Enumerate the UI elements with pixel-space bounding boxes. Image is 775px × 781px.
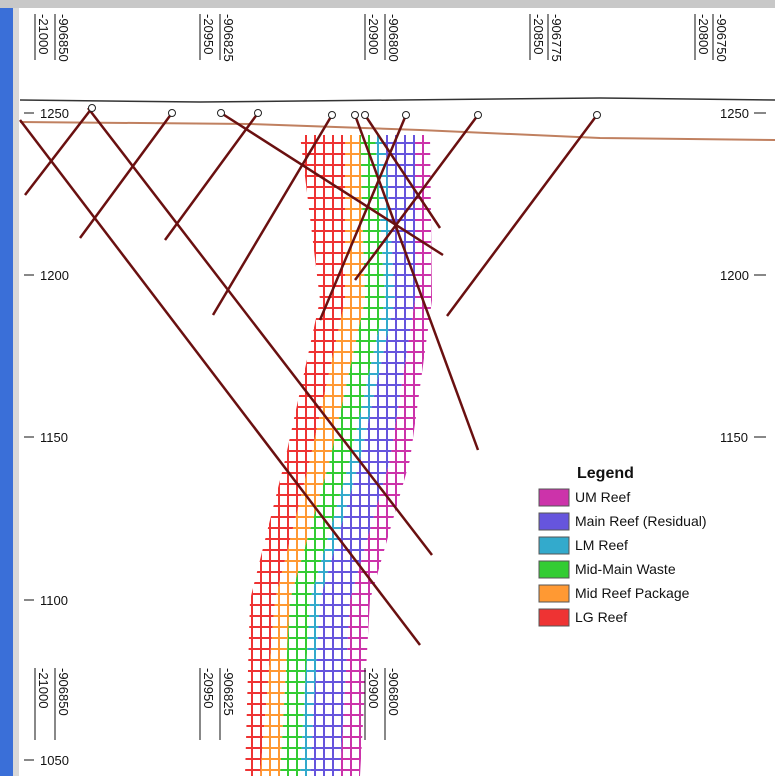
top-axis-label: -20850 (531, 14, 546, 54)
collar (328, 111, 336, 119)
collar (474, 111, 482, 119)
legend-label: LG Reef (575, 609, 627, 625)
top-axis-label: -906800 (386, 14, 401, 62)
legend-swatch (538, 560, 570, 579)
drill-hole (353, 114, 480, 281)
top-axis-label: -906850 (56, 14, 71, 62)
top-axis-label: -20950 (201, 14, 216, 54)
drill-hole (220, 111, 444, 257)
drill-hole (211, 114, 334, 316)
legend-swatch (538, 536, 570, 555)
drill-hole (318, 114, 408, 321)
drill-hole (19, 119, 421, 646)
bottom-axis-label: -21000 (36, 668, 51, 708)
left-axis-label: 1100 (40, 593, 68, 608)
top-axis-label: -906775 (549, 14, 564, 62)
left-axis-label: 1200 (40, 268, 69, 283)
top-axis-label: -906750 (714, 14, 729, 62)
topography (19, 97, 775, 103)
collar (217, 109, 225, 117)
legend-label: Mid Reef Package (575, 585, 690, 601)
top-axis-label: -20800 (696, 14, 711, 54)
bottom-axis-label: -906800 (386, 668, 401, 716)
surface (19, 121, 775, 141)
lg-reef (245, 135, 345, 776)
um-reef (340, 135, 432, 776)
drill-hole (353, 114, 480, 451)
mid-reef (260, 135, 365, 776)
bottom-axis-label: -906825 (221, 668, 236, 716)
collar (361, 111, 369, 119)
top-axis-label: -21000 (36, 14, 51, 54)
collar (593, 111, 601, 119)
top-axis-label: -20900 (366, 14, 381, 54)
drill-hole (87, 107, 433, 556)
drill-holes (19, 104, 601, 646)
legend-label: Mid-Main Waste (575, 561, 676, 577)
legend-swatch (538, 584, 570, 603)
collar (402, 111, 410, 119)
collar (351, 111, 359, 119)
window-border (0, 0, 775, 8)
legend-label: Main Reef (Residual) (575, 513, 707, 529)
top-axis-label: -906825 (221, 14, 236, 62)
legend-label: UM Reef (575, 489, 630, 505)
drill-hole (445, 114, 599, 317)
drill-hole (363, 114, 442, 229)
bottom-axis-label: -20900 (366, 668, 381, 708)
bottom-axis-label: -906850 (56, 668, 71, 716)
legend-swatch (538, 512, 570, 531)
left-axis-label: 1050 (40, 753, 69, 768)
left-axis-label: 1250 (40, 106, 69, 121)
drill-hole (24, 107, 93, 196)
window-border (13, 8, 19, 776)
collar (254, 109, 262, 117)
main-reef (310, 135, 415, 776)
collar (88, 104, 96, 112)
collar (168, 109, 176, 117)
mid-main-waste (280, 135, 385, 776)
bottom-axis-label: -20950 (201, 668, 216, 708)
right-axis-label: 1200 (720, 268, 749, 283)
legend-swatch (538, 488, 570, 507)
right-axis-label: 1250 (720, 106, 749, 121)
legend-swatch (538, 608, 570, 627)
left-axis-label: 1150 (40, 430, 68, 445)
legend-label: LM Reef (575, 537, 628, 553)
right-axis-label: 1150 (720, 430, 748, 445)
drill-hole (163, 112, 260, 241)
legend-title: Legend (577, 465, 634, 482)
window-border (0, 0, 13, 776)
